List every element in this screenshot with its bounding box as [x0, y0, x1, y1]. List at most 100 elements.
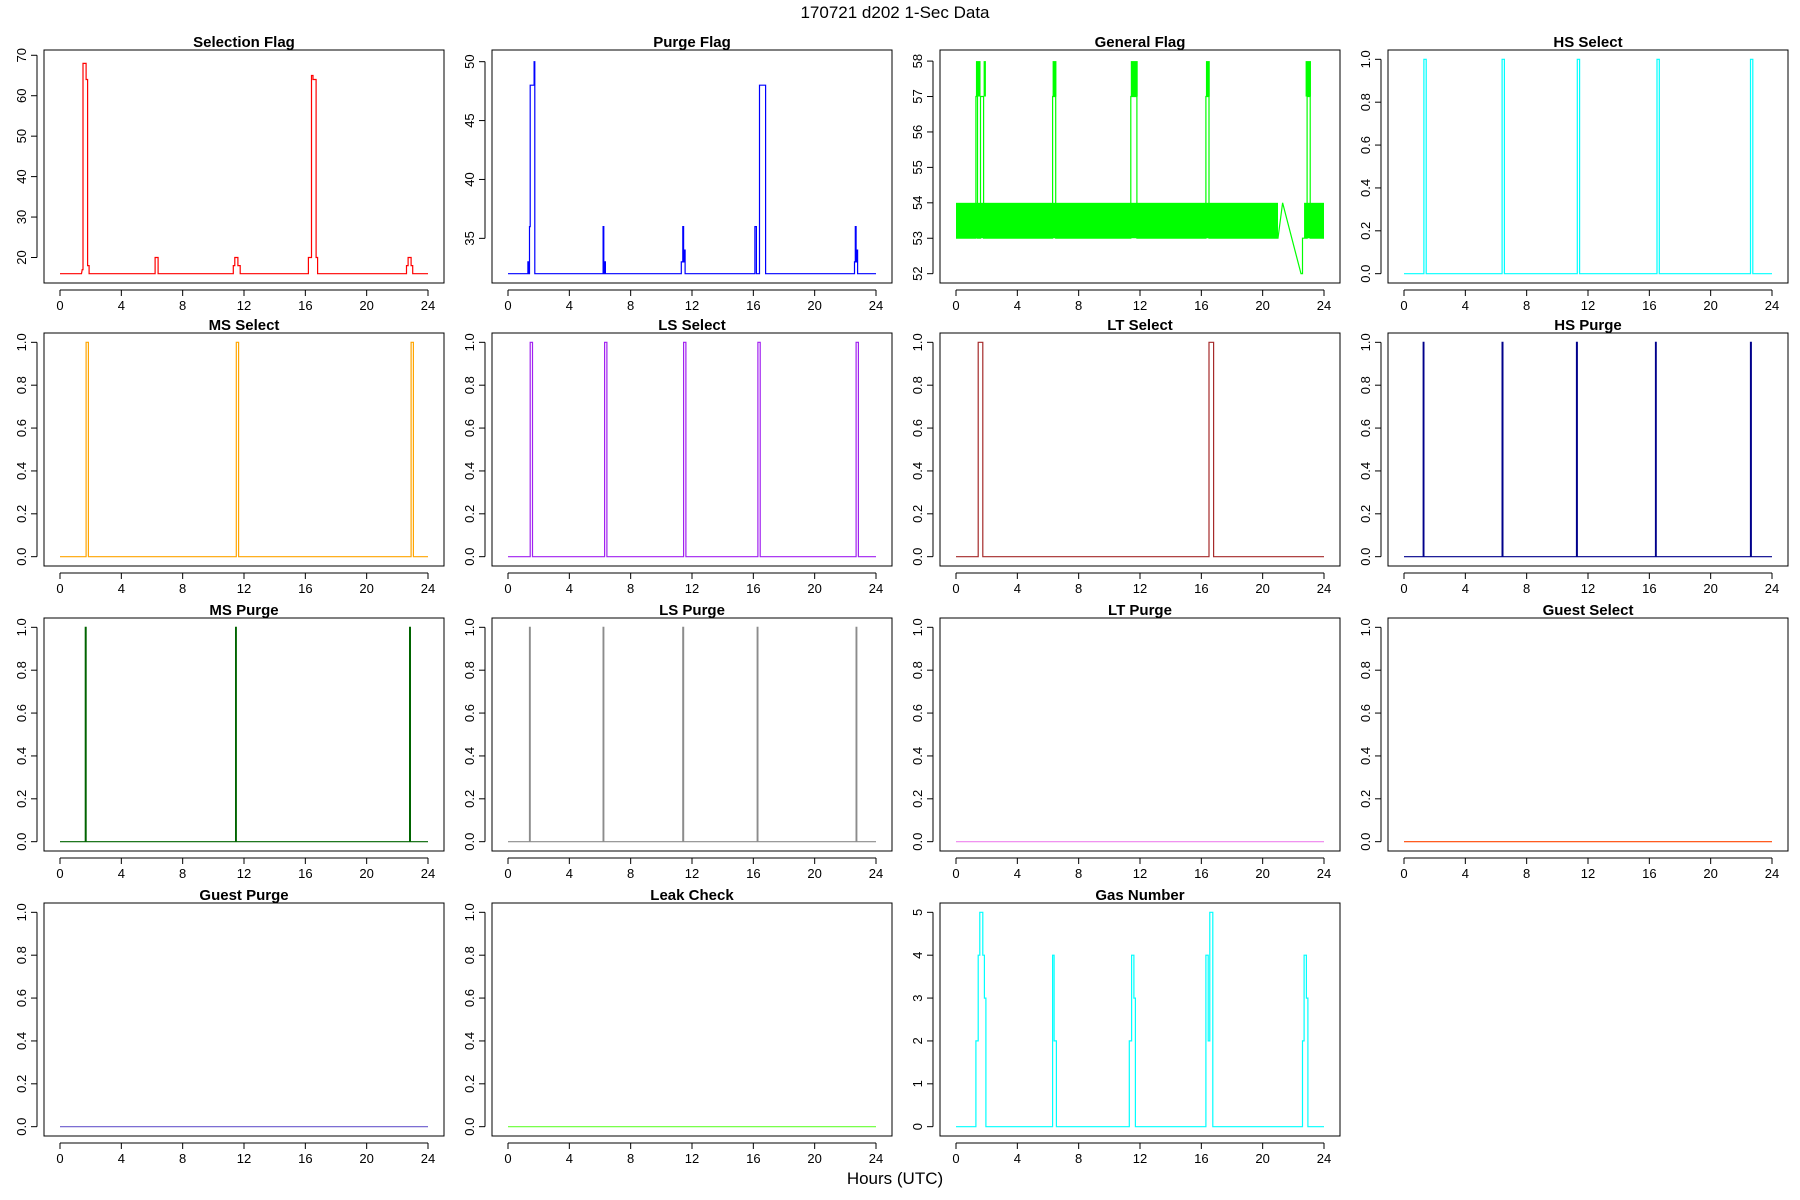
x-axis: 0 4 8 12 16 20 24	[56, 289, 435, 313]
series-line-general-flag	[956, 95, 1324, 275]
panel-title: LT Select	[1107, 317, 1173, 334]
x-tick-label: 12	[237, 298, 251, 313]
x-tick-label: 12	[685, 581, 699, 596]
x-tick-label: 24	[1317, 581, 1331, 596]
y-tick-label: 3	[910, 994, 925, 1001]
y-tick-label: 0.2	[910, 790, 925, 808]
panel-guest-select: Guest Select 0 4 8 12 16 20 24 0.0 0.2 0.4 0.6 0.8 1.…	[1358, 602, 1789, 881]
x-tick-label: 24	[421, 1151, 435, 1166]
y-tick-label: 1.0	[462, 333, 477, 351]
x-tick-label: 8	[179, 1151, 186, 1166]
x-tick-label: 16	[1194, 298, 1208, 313]
x-tick-label: 12	[1581, 298, 1595, 313]
panel-title: Leak Check	[650, 887, 734, 904]
plot-frame	[939, 332, 1341, 567]
x-tick-label: 4	[118, 298, 125, 313]
y-tick-label: 0.8	[462, 946, 477, 964]
y-tick-label: 0.6	[1358, 704, 1373, 722]
x-tick-label: 20	[359, 1151, 373, 1166]
y-tick-label: 2	[910, 1037, 925, 1044]
x-tick-label: 20	[807, 1151, 821, 1166]
x-tick-label: 8	[1075, 866, 1082, 881]
x-tick-label: 8	[1523, 581, 1530, 596]
y-tick-label: 0.8	[1358, 661, 1373, 679]
y-tick-label: 0.4	[14, 747, 29, 765]
x-tick-label: 20	[1255, 866, 1269, 881]
y-tick-label: 4	[910, 952, 925, 959]
y-tick-label: 0.8	[14, 946, 29, 964]
y-tick-label: 30	[14, 210, 29, 224]
x-tick-label: 4	[118, 581, 125, 596]
x-tick-label: 0	[504, 581, 511, 596]
x-tick-label: 4	[1462, 298, 1469, 313]
x-tick-label: 20	[1255, 1151, 1269, 1166]
y-tick-label: 50	[462, 54, 477, 68]
x-axis: 0 4 8 12 16 20 24	[952, 857, 1331, 881]
x-tick-label: 24	[421, 581, 435, 596]
series-line-lt-select	[956, 341, 1324, 558]
y-tick-label: 55	[910, 160, 925, 174]
panel-hs-select: HS Select 0 4 8 12 16 20 24 0.0 0.2 0.4 0.6 0.8 1.0	[1358, 34, 1789, 313]
series-line-gas-number	[956, 911, 1324, 1128]
x-tick-label: 24	[869, 581, 883, 596]
x-tick-label: 24	[1765, 298, 1779, 313]
x-tick-label: 20	[359, 581, 373, 596]
y-tick-label: 35	[462, 231, 477, 245]
x-tick-label: 12	[685, 1151, 699, 1166]
y-tick-label: 1.0	[1358, 618, 1373, 636]
x-tick-label: 0	[504, 298, 511, 313]
panel-title: MS Purge	[209, 602, 278, 619]
y-tick-label: 1.0	[14, 618, 29, 636]
x-tick-label: 24	[869, 298, 883, 313]
x-tick-label: 0	[952, 1151, 959, 1166]
x-tick-label: 24	[421, 866, 435, 881]
series-line-hs-purge	[1404, 341, 1772, 558]
dense-band	[1305, 61, 1311, 97]
x-tick-label: 8	[627, 581, 634, 596]
x-tick-label: 8	[1075, 1151, 1082, 1166]
panel-guest-purge: Guest Purge 0 4 8 12 16 20 24 0.0 0.2 0.4 0.6 0.8 1.0	[14, 887, 445, 1166]
y-tick-label: 0.0	[462, 833, 477, 851]
y-tick-label: 0.2	[14, 790, 29, 808]
y-tick-label: 0.8	[910, 376, 925, 394]
y-tick-label: 0.2	[462, 790, 477, 808]
x-axis: 0 4 8 12 16 20 24	[504, 289, 883, 313]
y-tick-label: 0.0	[910, 833, 925, 851]
x-tick-label: 8	[1075, 581, 1082, 596]
y-tick-label: 0.2	[1358, 222, 1373, 240]
series-line-selection-flag	[60, 62, 428, 275]
series-line-ls-select	[508, 341, 876, 558]
x-tick-label: 0	[56, 866, 63, 881]
x-tick-label: 12	[1581, 581, 1595, 596]
panel-title: LT Purge	[1108, 602, 1172, 619]
y-tick-label: 5	[910, 909, 925, 916]
y-tick-label: 0.0	[1358, 265, 1373, 283]
y-axis: 0.0 0.2 0.4 0.6 0.8 1.0	[1358, 50, 1382, 283]
y-axis: 0.0 0.2 0.4 0.6 0.8 1.0	[1358, 333, 1382, 566]
x-tick-label: 16	[1194, 581, 1208, 596]
x-tick-label: 16	[298, 298, 312, 313]
y-tick-label: 50	[14, 129, 29, 143]
x-tick-label: 8	[179, 866, 186, 881]
y-tick-label: 70	[14, 48, 29, 62]
plot-frame	[939, 49, 1341, 284]
y-axis: 35 40 45 50	[462, 54, 486, 246]
panel-title: MS Select	[209, 317, 280, 334]
y-tick-label: 0	[910, 1123, 925, 1130]
x-tick-label: 16	[746, 298, 760, 313]
x-tick-label: 12	[237, 581, 251, 596]
x-tick-label: 20	[1255, 298, 1269, 313]
y-tick-label: 0.8	[1358, 376, 1373, 394]
y-tick-label: 0.4	[462, 462, 477, 480]
y-tick-label: 0.6	[1358, 136, 1373, 154]
dense-band	[956, 202, 1278, 239]
y-tick-label: 56	[910, 125, 925, 139]
y-axis: 0.0 0.2 0.4 0.6 0.8 1.0	[14, 618, 38, 851]
y-tick-label: 0.4	[1358, 747, 1373, 765]
x-axis: 0 4 8 12 16 20 24	[952, 289, 1331, 313]
panel-title: LS Purge	[659, 602, 725, 619]
x-tick-label: 12	[1133, 581, 1147, 596]
x-tick-label: 20	[1703, 298, 1717, 313]
x-tick-label: 8	[1523, 866, 1530, 881]
